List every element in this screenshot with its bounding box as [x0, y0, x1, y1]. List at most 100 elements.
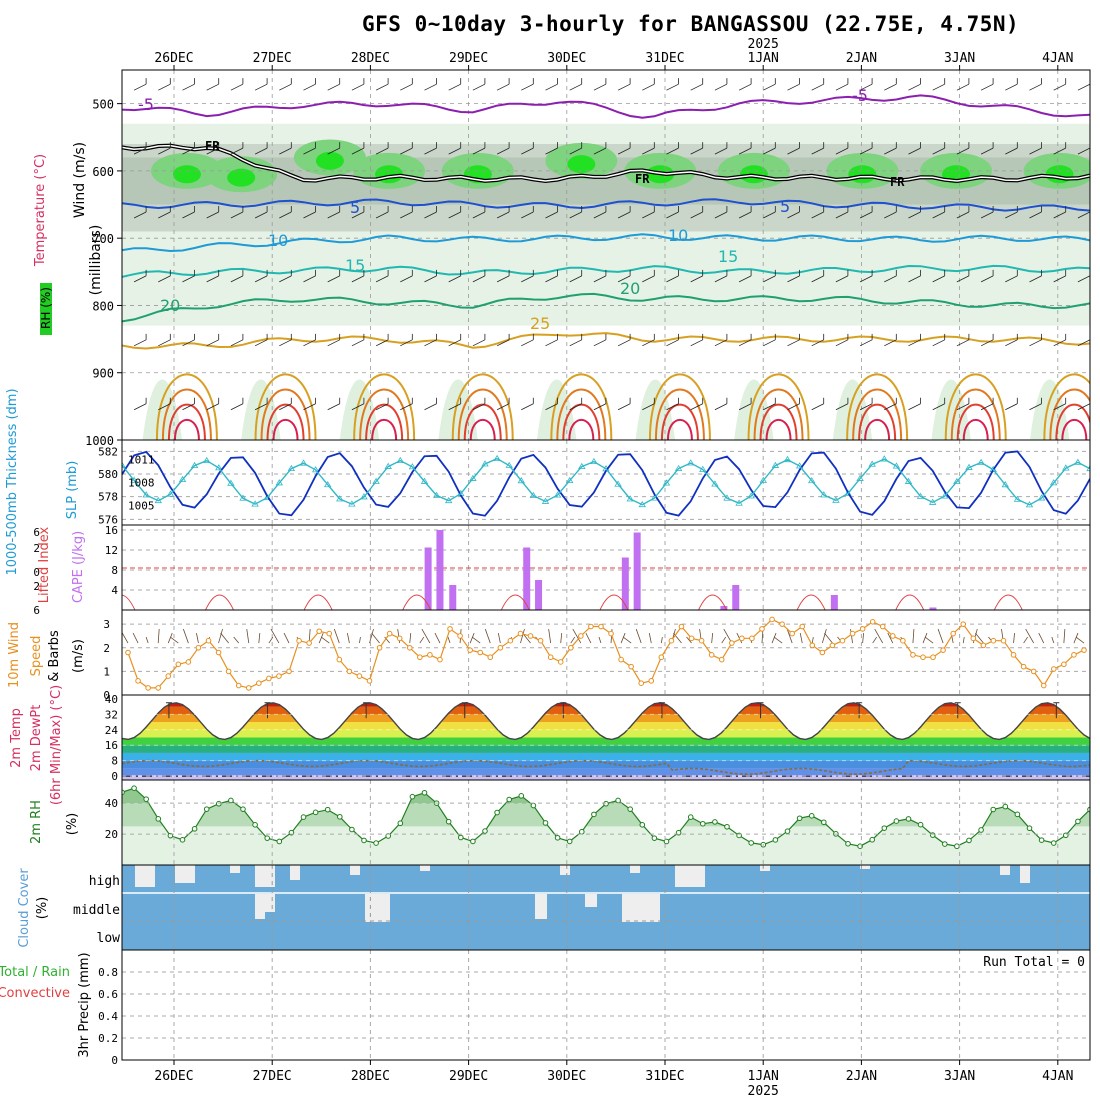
top-date-label: 1JAN [748, 51, 779, 66]
wind-speed-point [477, 649, 484, 656]
warm-contour [272, 419, 299, 440]
wind-barb [375, 269, 389, 283]
wind-barb [230, 142, 244, 155]
rh-blob-core [567, 155, 596, 174]
wind-barb [182, 78, 195, 91]
cloud-gap-high [630, 865, 640, 873]
wind-speed-point [356, 673, 363, 679]
wind-barb [1077, 78, 1090, 91]
slp-tick-label: 1008 [128, 477, 155, 490]
wind-barb [545, 333, 558, 347]
wind-barb [375, 142, 389, 155]
wind-barb [279, 269, 292, 283]
slp-marker [977, 458, 985, 465]
wind-speed-point [829, 642, 836, 649]
dewpoint-line [122, 759, 1090, 776]
wind-speed-point [708, 652, 715, 658]
slp-line [122, 457, 1090, 506]
warm-contour [944, 373, 1007, 440]
y-tick-label: 800 [92, 299, 114, 313]
precip-plot [122, 950, 1090, 1060]
wind-barb [469, 632, 475, 644]
wind-barb [908, 269, 921, 283]
wind-barb [569, 269, 583, 283]
wind-barb [763, 333, 776, 347]
wind-barb [400, 333, 413, 347]
wind-tick-label: 2 [103, 642, 110, 655]
wind-speed-point [427, 652, 433, 658]
wind-barb [771, 632, 777, 644]
wind-barb [279, 397, 292, 411]
contour-label: 10 [668, 226, 688, 245]
wind-barb [424, 142, 437, 155]
rh-point [482, 828, 488, 834]
wind-barb [254, 269, 268, 283]
wind-barb [351, 333, 365, 347]
wind-barb [811, 397, 825, 411]
slp-marker [747, 492, 755, 499]
wind-speed-point [698, 637, 705, 644]
wind-barb [182, 333, 195, 347]
wind-barb [359, 636, 361, 644]
rh-point [808, 813, 815, 819]
li-line [796, 594, 826, 610]
wind-barb [268, 636, 274, 644]
wind-barb [448, 269, 462, 283]
wind-speed-point [628, 663, 634, 670]
wind-barb [908, 206, 921, 219]
rh-point [131, 785, 137, 791]
wind-speed-point [1020, 663, 1027, 670]
li-tick-label: 6 [33, 526, 40, 539]
wind-barb [133, 333, 147, 347]
freezing-label: FR [635, 172, 650, 186]
precip-convective-label: Convective [0, 986, 70, 1001]
slp-marker [469, 474, 477, 481]
wind-barb [859, 78, 873, 91]
rh-point [700, 820, 706, 827]
slp-marker [686, 459, 695, 466]
wind-speed-point [235, 682, 242, 689]
cape-bar [523, 547, 531, 610]
slp-marker [323, 480, 332, 488]
wind-barb [560, 633, 563, 644]
wind-barb [956, 142, 970, 155]
rh-point [845, 840, 851, 847]
precip-total-label: Total / Rain [0, 965, 70, 980]
cape-tick-label: 8 [111, 564, 118, 577]
rh-point [651, 835, 658, 841]
rh-point [687, 814, 694, 820]
rh-low-area [1029, 379, 1070, 440]
wind-barb [714, 269, 728, 283]
wind-barb [932, 142, 946, 155]
temp-axis-label: 2m Temp [9, 708, 24, 768]
wind-barb [859, 269, 873, 283]
rh-point [663, 838, 670, 845]
temp-tick-label: 24 [105, 724, 119, 737]
cloud-gap-mid [585, 894, 597, 907]
wind-speed-point [618, 656, 624, 663]
warm-contour [167, 403, 206, 440]
cape-bar [436, 530, 444, 610]
wind-barb [424, 78, 437, 91]
wind-speed-point [437, 656, 443, 663]
wind-barb [980, 397, 994, 411]
wind-barb [956, 397, 970, 411]
wind-barb [811, 78, 825, 91]
rh-point [591, 811, 597, 818]
precip-tick-label: 0.4 [98, 1010, 118, 1023]
wind-barb [167, 632, 173, 644]
cape-bar [621, 557, 629, 610]
cape-bar [633, 532, 641, 610]
wind-speed-point [960, 621, 967, 627]
cloud-gap-high [420, 865, 430, 871]
wind-barb [593, 78, 607, 91]
wind-barb [980, 206, 994, 219]
contour-label-10: 10 [268, 231, 288, 250]
warm-contour [1049, 388, 1090, 440]
bottom-date-label: 28DEC [351, 1069, 390, 1084]
wind-barb [351, 269, 365, 283]
wind-barb [711, 633, 714, 644]
wind-speed-point [809, 642, 816, 649]
li-line [500, 594, 530, 610]
top-date-label: 2JAN [846, 51, 877, 66]
